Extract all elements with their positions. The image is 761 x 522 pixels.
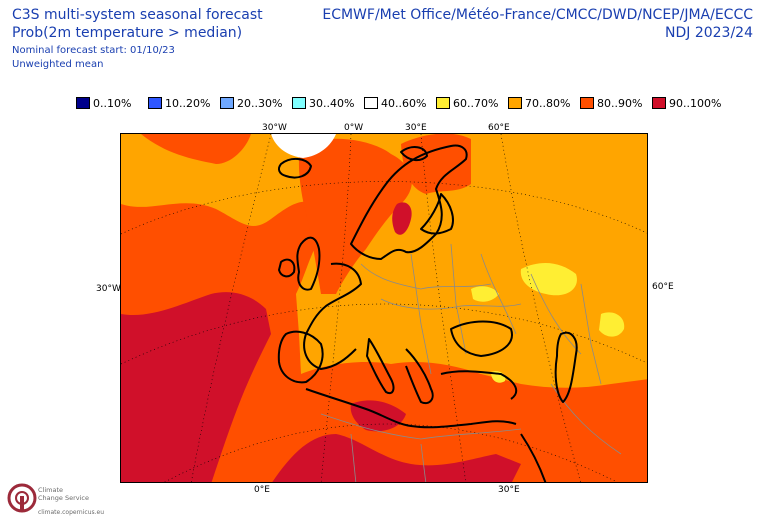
ireland-coast (278, 258, 296, 278)
legend-label: 40..60% (381, 96, 427, 110)
caspian-coast (554, 331, 578, 403)
legend-label: 10..20% (165, 96, 211, 110)
legend-item: 80..90% (580, 95, 642, 111)
map-subtitle: Prob(2m temperature > median) (12, 25, 243, 41)
map-title: C3S multi-system seasonal forecast (12, 7, 263, 23)
legend-label: 70..80% (525, 96, 571, 110)
field-60-70-russia (520, 262, 577, 296)
scandinavia-coast (350, 144, 468, 260)
field-90-100-sahara-east (272, 434, 521, 482)
logo-name-line2: Change Service (38, 494, 89, 502)
legend-item: 60..70% (436, 95, 498, 111)
axis-label-top: 0°W (344, 123, 364, 133)
field-80-90-northeast (401, 134, 471, 194)
legend-label: 60..70% (453, 96, 499, 110)
forecast-map (120, 133, 648, 483)
logo-url: climate.copernicus.eu (38, 509, 105, 516)
legend-label: 0..10% (93, 96, 132, 110)
axis-label-bottom: 0°E (254, 485, 270, 495)
black-sea-coast (450, 320, 513, 357)
europe-west-coast (303, 262, 362, 370)
legend-swatch (220, 97, 234, 109)
graticule (121, 134, 647, 482)
forecast-period: NDJ 2023/24 (665, 25, 753, 41)
field-90-100-baltic (392, 202, 412, 235)
iberia-coast (277, 330, 324, 384)
north-africa-coast (305, 388, 517, 429)
legend-swatch (508, 97, 522, 109)
legend-swatch (148, 97, 162, 109)
header-right: ECMWF/Met Office/Météo-France/CMCC/DWD/N… (322, 6, 753, 42)
field-80-90-north-atlantic (298, 138, 412, 294)
legend-swatch (292, 97, 306, 109)
axis-label-left: 30°W (96, 284, 121, 294)
field-80-90-greenland-sea (141, 134, 251, 164)
balkans-coast (405, 348, 434, 405)
mean-type: Unweighted mean (12, 59, 104, 70)
legend-label: 90..100% (669, 96, 722, 110)
iceland-coast (277, 158, 312, 179)
legend-item: 70..80% (508, 95, 570, 111)
legend-item: 0..10% (76, 95, 131, 111)
italy-coast (366, 338, 395, 395)
red-sea-coast (520, 433, 547, 482)
field-40-60-greenland (271, 134, 336, 158)
axis-label-right: 60°E (652, 282, 674, 292)
legend-label: 80..90% (597, 96, 643, 110)
forecast-map-canvas (121, 134, 647, 482)
axis-label-top: 30°E (405, 123, 427, 133)
baltic-coast (420, 193, 454, 235)
logo-text: Climate Change Service (38, 486, 89, 502)
britain-coast (296, 236, 321, 291)
copernicus-logo (7, 483, 37, 513)
field-90-100-southwest (121, 292, 271, 482)
legend-label: 30..40% (309, 96, 355, 110)
legend-swatch (580, 97, 594, 109)
legend-swatch (364, 97, 378, 109)
systems-list: ECMWF/Met Office/Météo-France/CMCC/DWD/N… (322, 7, 753, 23)
forecast-start: Nominal forecast start: 01/10/23 (12, 45, 175, 56)
legend-item: 20..30% (220, 95, 282, 111)
arctic-islands-coast (400, 146, 428, 162)
legend-item: 30..40% (292, 95, 354, 111)
header-left: C3S multi-system seasonal forecast Prob(… (12, 6, 263, 72)
axis-label-top: 60°E (488, 123, 510, 133)
coastlines (277, 144, 578, 482)
axis-label-top: 30°W (262, 123, 287, 133)
legend-item: 40..60% (364, 95, 426, 111)
legend-label: 20..30% (237, 96, 283, 110)
legend-item: 90..100% (652, 95, 721, 111)
legend-item: 10..20% (148, 95, 210, 111)
axis-label-bottom: 30°E (498, 485, 520, 495)
field-60-70-caspian (599, 312, 625, 337)
legend-swatch (436, 97, 450, 109)
logo-name-line1: Climate (38, 486, 64, 494)
legend-swatch (652, 97, 666, 109)
legend-swatch (76, 97, 90, 109)
field-80-90-west-atlantic (121, 201, 647, 482)
field-60-70-west-russia (471, 286, 499, 302)
turkey-coast (440, 370, 518, 400)
